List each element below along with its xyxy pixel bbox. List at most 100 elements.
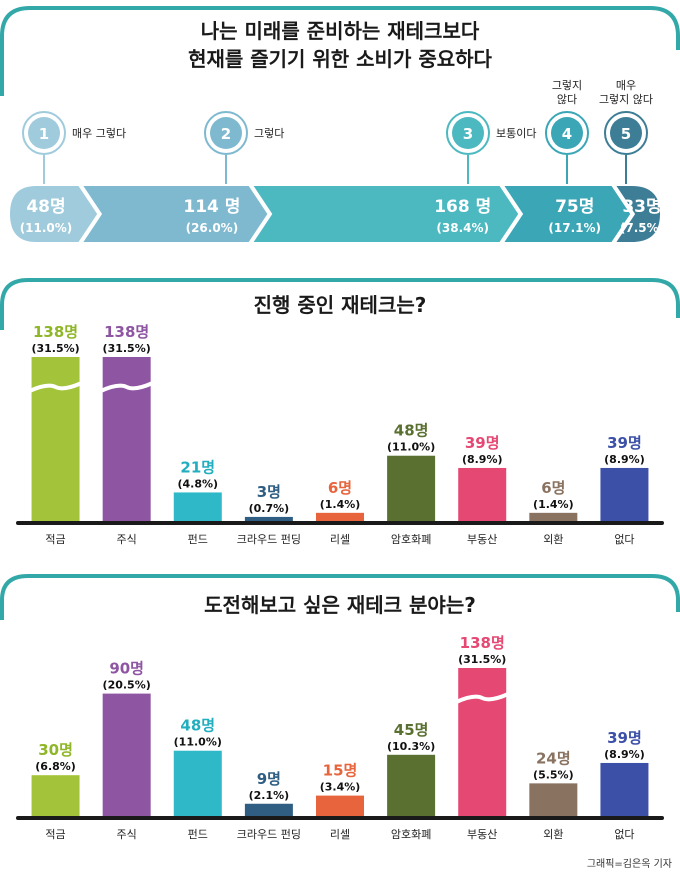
chart2-category-8: 외환 xyxy=(543,828,563,841)
survey-pct-5: (7.5%) xyxy=(620,221,664,235)
chart2-count-label-4: 9명 xyxy=(257,770,281,788)
survey-option-label-3: 보통이다 xyxy=(496,127,536,140)
chart1-bars: 138명(31.5%)적금138명(31.5%)주식21명(4.8%)펀드3명(… xyxy=(16,323,664,546)
chart1-pct-label-9: (8.9%) xyxy=(604,453,645,466)
section2-frame xyxy=(0,278,680,330)
chart2-count-label-3: 48명 xyxy=(180,717,215,735)
chart1-category-4: 크라우드 펀딩 xyxy=(237,533,301,546)
chart1-axis-break-2 xyxy=(99,381,154,393)
chart2-count-label-2: 90명 xyxy=(109,660,144,678)
survey-option-label-4-line2: 않다 xyxy=(557,93,577,106)
chart2-category-1: 적금 xyxy=(45,828,65,841)
chart2-bar-1 xyxy=(31,775,80,816)
chart1-bar-3 xyxy=(173,492,222,521)
chart1-count-label-6: 48명 xyxy=(394,422,429,440)
chart2-bar-9 xyxy=(600,762,649,816)
chart2-bar-5 xyxy=(316,795,364,816)
survey-count-5: 33명 xyxy=(622,197,661,217)
survey-marker-4 xyxy=(551,117,583,149)
chart2-pct-label-2: (20.5%) xyxy=(103,679,151,692)
chart2-pct-label-5: (3.4%) xyxy=(320,781,361,794)
chart1-category-3: 펀드 xyxy=(188,533,208,546)
chart1-pct-label-3: (4.8%) xyxy=(177,477,218,490)
chart1-bar-4 xyxy=(244,516,293,521)
chart2-bar-4 xyxy=(244,803,293,816)
chart1-count-label-9: 39명 xyxy=(607,434,642,452)
chart2-bar-6 xyxy=(387,754,436,816)
survey-pct-3: (38.4%) xyxy=(436,221,489,235)
survey-scale: 48명 (11.0%) 114 명 (26.0%) 168 명 (38.4%) 75명 (17… xyxy=(5,79,664,246)
chart2-pct-label-8: (5.5%) xyxy=(533,768,574,781)
chart1-category-8: 외환 xyxy=(543,533,563,546)
chart1-pct-label-5: (1.4%) xyxy=(320,498,361,511)
chart1-bar-9 xyxy=(600,467,649,521)
chart1-bar-6 xyxy=(387,455,436,521)
chart2-category-9: 없다 xyxy=(614,828,634,841)
survey-pct-1: (11.0%) xyxy=(20,221,73,235)
survey-option-label-4-line1: 그렇지 xyxy=(552,79,582,92)
chart1-count-label-2: 138명 xyxy=(104,323,149,341)
chart2-category-2: 주식 xyxy=(117,828,137,841)
chart2-bar-3 xyxy=(173,750,222,816)
chart1-count-label-5: 6명 xyxy=(328,479,352,497)
chart2-count-label-7: 138명 xyxy=(460,634,505,652)
chart2-axis-break-7 xyxy=(455,692,510,704)
credit: 그래픽=김은옥 기자 xyxy=(586,859,672,870)
chart1-bar-2 xyxy=(102,357,151,521)
survey-option-label-5-line2: 그렇지 않다 xyxy=(599,93,653,106)
chart1-category-6: 암호화폐 xyxy=(391,533,431,546)
survey-count-3: 168 명 xyxy=(434,197,491,217)
chart2-bar-8 xyxy=(529,783,578,816)
survey-marker-num-1: 1 xyxy=(39,125,49,143)
chart1-count-label-1: 138명 xyxy=(33,323,78,341)
survey-pct-2: (26.0%) xyxy=(186,221,239,235)
chart2-count-label-6: 45명 xyxy=(394,721,429,739)
survey-pct-4: (17.1%) xyxy=(548,221,601,235)
chart1-pct-label-1: (31.5%) xyxy=(31,342,79,355)
chart1-baseline xyxy=(16,521,664,525)
chart2-bar-7 xyxy=(458,668,507,816)
chart2-baseline xyxy=(16,816,664,820)
chart1-category-1: 적금 xyxy=(45,533,65,546)
chart2-count-label-9: 39명 xyxy=(607,729,642,747)
chart1-pct-label-4: (0.7%) xyxy=(249,502,290,515)
chart1-pct-label-6: (11.0%) xyxy=(387,441,435,454)
chart2-pct-label-4: (2.1%) xyxy=(249,789,290,802)
chart1-count-label-3: 21명 xyxy=(180,458,215,476)
chart1-category-7: 부동산 xyxy=(467,533,497,546)
survey-count-2: 114 명 xyxy=(183,197,240,217)
chart1-category-5: 리셀 xyxy=(330,533,350,546)
chart2-category-6: 암호화폐 xyxy=(391,828,431,841)
chart1-category-9: 없다 xyxy=(614,533,634,546)
chart1-bar-1 xyxy=(31,357,80,521)
survey-option-label-1: 매우 그렇다 xyxy=(72,127,126,140)
chart1-axis-break-1 xyxy=(28,381,83,393)
chart1-bar-7 xyxy=(458,467,507,521)
chart1-pct-label-8: (1.4%) xyxy=(533,498,574,511)
chart1-count-label-4: 3명 xyxy=(257,483,281,501)
survey-count-1: 48명 xyxy=(26,197,65,217)
survey-marker-num-3: 3 xyxy=(463,125,473,143)
chart2-count-label-8: 24명 xyxy=(536,749,571,767)
chart2-pct-label-9: (8.9%) xyxy=(604,748,645,761)
chart1-bar-5 xyxy=(316,512,364,521)
survey-option-label-5-line1: 매우 xyxy=(616,79,636,92)
chart2-title: 도전해보고 싶은 재테크 분야는? xyxy=(204,593,476,617)
chart1-bar-8 xyxy=(529,512,578,521)
chart2-pct-label-6: (10.3%) xyxy=(387,740,435,753)
chart1-title: 진행 중인 재테크는? xyxy=(254,293,427,317)
survey-marker-2 xyxy=(210,117,242,149)
chart2-bars: 30명(6.8%) 적금 90명(20.5%) 주식 48명(11.0%) 펀드 9명(2.… xyxy=(16,634,664,841)
section1-frame xyxy=(0,6,680,96)
chart1-count-label-8: 6명 xyxy=(541,479,565,497)
chart2-category-7: 부동산 xyxy=(467,828,497,841)
chart2-pct-label-7: (31.5%) xyxy=(458,653,506,666)
survey-title-line1: 나는 미래를 준비하는 재테크보다 xyxy=(201,19,480,43)
survey-count-4: 75명 xyxy=(555,197,594,217)
chart1-count-label-7: 39명 xyxy=(465,434,500,452)
survey-marker-5 xyxy=(610,117,642,149)
survey-marker-1 xyxy=(28,117,60,149)
chart1-pct-label-7: (8.9%) xyxy=(462,453,503,466)
survey-marker-3 xyxy=(452,117,484,149)
